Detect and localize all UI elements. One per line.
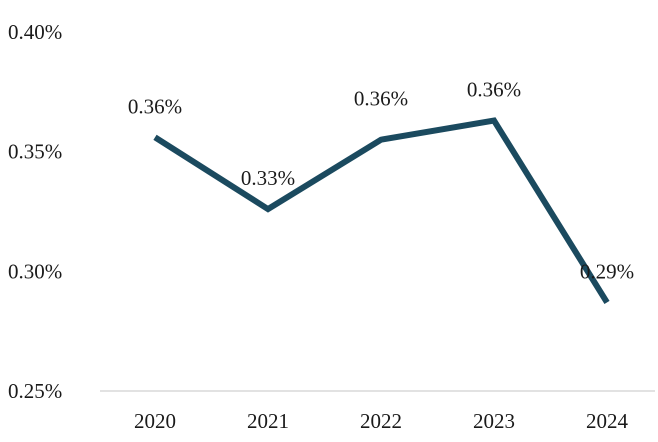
x-tick-label: 2023 — [473, 409, 515, 433]
data-label: 0.36% — [467, 78, 521, 102]
data-labels: 0.36% 0.33% 0.36% 0.36% 0.29% — [128, 78, 634, 284]
x-tick-label: 2024 — [586, 409, 629, 433]
x-tick-label: 2022 — [360, 409, 402, 433]
data-label: 0.33% — [241, 166, 295, 190]
x-tick-label: 2020 — [134, 409, 176, 433]
y-tick-label: 0.25% — [8, 379, 62, 403]
y-tick-label: 0.35% — [8, 140, 62, 164]
data-label: 0.36% — [128, 94, 182, 118]
y-tick-label: 0.40% — [8, 20, 62, 44]
x-tick-label: 2021 — [247, 409, 289, 433]
y-axis-ticks: 0.40% 0.35% 0.30% 0.25% — [8, 20, 62, 403]
y-tick-label: 0.30% — [8, 259, 62, 283]
data-label: 0.29% — [580, 259, 634, 283]
x-axis-ticks: 2020 2021 2022 2023 2024 — [134, 409, 629, 433]
series-line — [153, 117, 610, 305]
data-label: 0.36% — [354, 87, 408, 111]
